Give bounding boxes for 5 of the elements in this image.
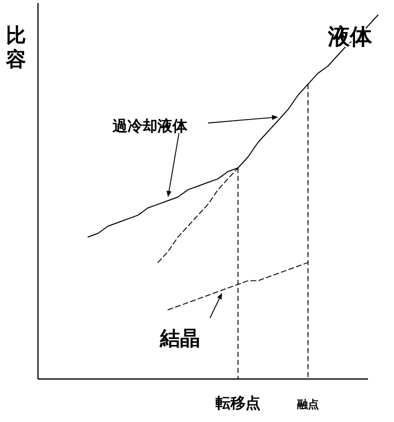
x-tick-label: 融点 xyxy=(297,398,319,411)
annotation: 過冷却液体 xyxy=(112,117,188,135)
x-tick-label: 転移点 xyxy=(216,394,260,412)
annotation: 結晶 xyxy=(159,326,200,350)
y-axis-title: 比容 xyxy=(5,23,26,71)
